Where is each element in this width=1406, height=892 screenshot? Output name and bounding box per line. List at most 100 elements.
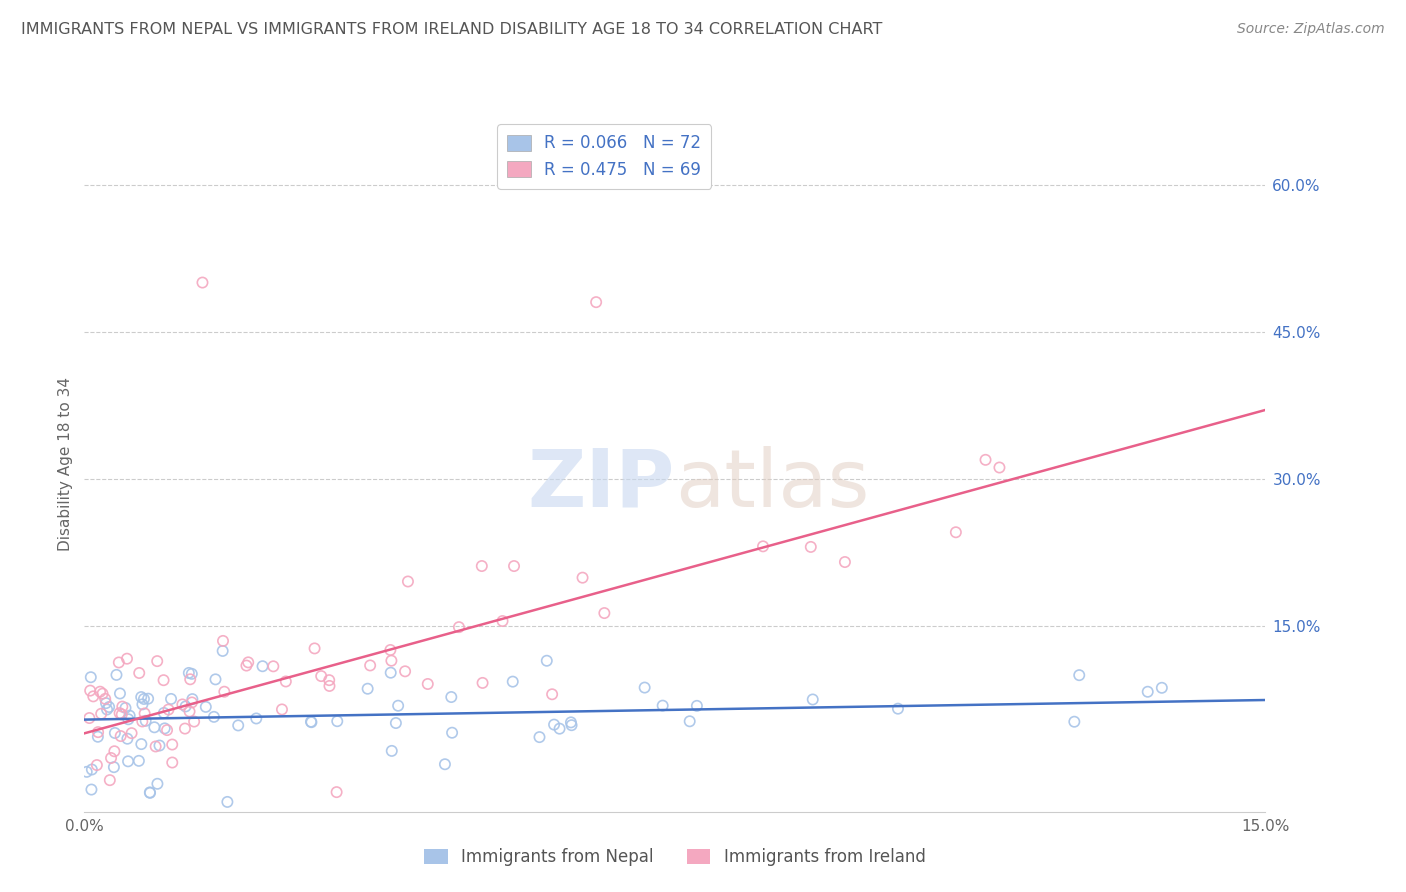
Point [252, 659, 274, 673]
Text: atlas: atlas [675, 446, 869, 524]
Point [118, 708, 141, 723]
Point [96, 702, 118, 716]
Point [887, 701, 910, 715]
Point [153, 706, 176, 720]
Point [139, 785, 162, 799]
Point [359, 658, 381, 673]
Point [111, 707, 134, 722]
Legend: Immigrants from Nepal, Immigrants from Ireland: Immigrants from Nepal, Immigrants from I… [418, 842, 932, 873]
Point [585, 295, 607, 310]
Point [103, 760, 125, 774]
Point [262, 659, 284, 673]
Point [160, 738, 183, 752]
Point [131, 714, 153, 729]
Point [299, 714, 322, 729]
Point [1069, 668, 1091, 682]
Point [152, 673, 174, 688]
Point [318, 673, 340, 687]
Point [191, 276, 214, 290]
Point [396, 574, 419, 589]
Point [148, 739, 170, 753]
Point [543, 717, 565, 731]
Point [128, 665, 150, 680]
Point [536, 654, 558, 668]
Point [416, 677, 439, 691]
Point [94, 696, 117, 710]
Point [179, 705, 201, 719]
Point [217, 795, 239, 809]
Point [108, 686, 131, 700]
Point [211, 644, 233, 658]
Point [634, 681, 657, 695]
Point [945, 525, 967, 540]
Point [548, 722, 571, 736]
Point [80, 782, 103, 797]
Point [318, 679, 340, 693]
Point [447, 620, 470, 634]
Point [440, 690, 463, 704]
Point [156, 723, 179, 737]
Point [157, 702, 180, 716]
Point [104, 726, 127, 740]
Point [115, 651, 138, 665]
Point [80, 763, 103, 777]
Point [180, 666, 202, 681]
Point [121, 726, 143, 740]
Point [245, 711, 267, 725]
Point [94, 691, 117, 706]
Point [80, 670, 103, 684]
Point [135, 714, 157, 728]
Point [87, 730, 110, 744]
Point [502, 674, 524, 689]
Point [834, 555, 856, 569]
Point [82, 690, 104, 704]
Point [214, 684, 236, 698]
Point [529, 730, 551, 744]
Point [79, 711, 101, 725]
Point [90, 706, 112, 721]
Point [356, 681, 378, 696]
Point [174, 722, 197, 736]
Point [686, 698, 709, 713]
Point [129, 690, 152, 704]
Point [128, 754, 150, 768]
Point [1150, 681, 1173, 695]
Point [752, 539, 775, 553]
Point [800, 540, 823, 554]
Point [380, 654, 402, 668]
Point [87, 725, 110, 739]
Point [114, 701, 136, 715]
Point [212, 634, 235, 648]
Point [326, 714, 349, 729]
Point [131, 737, 153, 751]
Point [183, 714, 205, 729]
Point [394, 665, 416, 679]
Point [179, 673, 201, 687]
Point [387, 698, 409, 713]
Point [202, 710, 225, 724]
Point [153, 722, 176, 736]
Point [145, 739, 167, 754]
Point [560, 715, 582, 730]
Point [111, 699, 134, 714]
Point [491, 614, 513, 628]
Point [79, 683, 101, 698]
Point [98, 700, 121, 714]
Point [132, 692, 155, 706]
Point [91, 687, 114, 701]
Point [136, 691, 159, 706]
Point [108, 656, 131, 670]
Point [134, 706, 156, 721]
Y-axis label: Disability Age 18 to 34: Disability Age 18 to 34 [58, 376, 73, 551]
Point [177, 665, 200, 680]
Point [139, 786, 162, 800]
Point [162, 756, 184, 770]
Point [76, 764, 98, 779]
Point [117, 712, 139, 726]
Point [131, 698, 153, 712]
Point [441, 725, 464, 739]
Point [117, 755, 139, 769]
Point [235, 658, 257, 673]
Point [1136, 685, 1159, 699]
Text: ZIP: ZIP [527, 446, 675, 524]
